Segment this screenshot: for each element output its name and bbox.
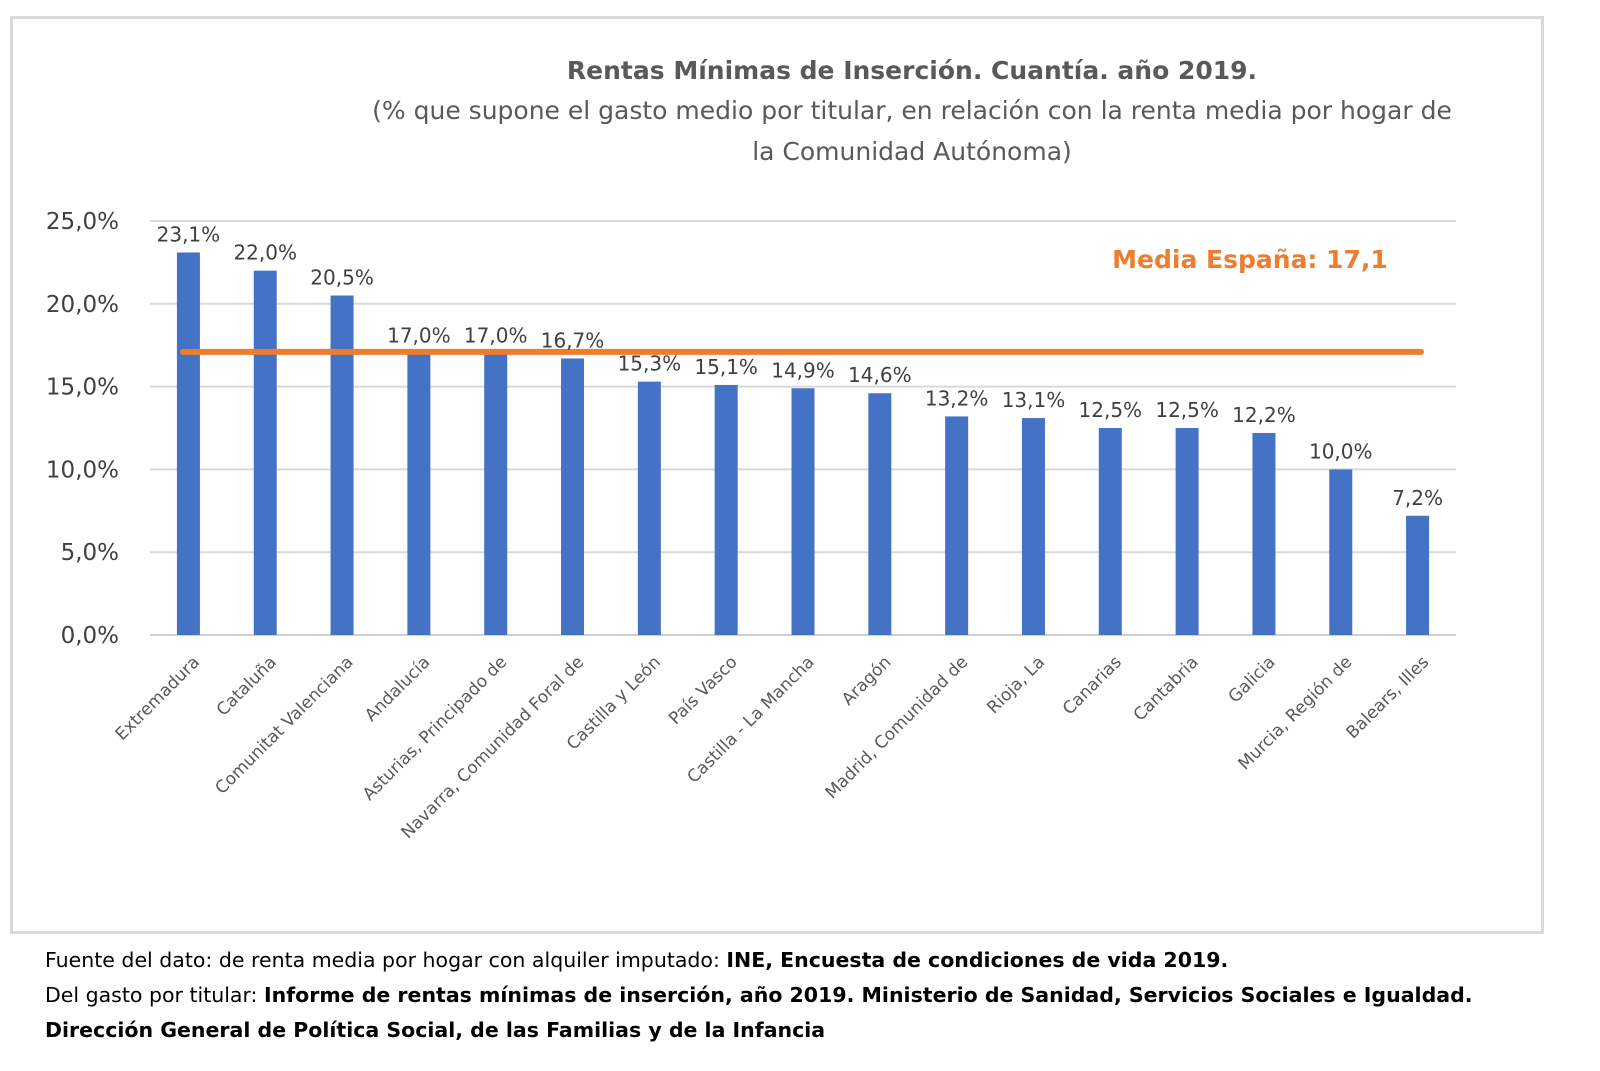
category-label: Andalucía	[361, 652, 434, 725]
y-tick-label: 0,0%	[61, 623, 119, 649]
chart-subtitle-line2: la Comunidad Autónoma)	[752, 137, 1072, 166]
data-label: 12,2%	[1232, 403, 1296, 427]
source-line-2-prefix: Del gasto por titular:	[45, 983, 264, 1007]
data-label: 12,5%	[1155, 398, 1219, 422]
bar	[868, 393, 892, 635]
category-label: Madrid, Comunidad de	[822, 652, 973, 803]
bar	[1252, 432, 1276, 635]
bar	[561, 358, 585, 635]
data-label: 7,2%	[1392, 486, 1443, 510]
source-line-3-bold: Dirección General de Política Social, de…	[45, 1018, 826, 1042]
category-label: Balears, Illes	[1343, 652, 1434, 743]
data-label: 10,0%	[1309, 439, 1373, 463]
category-label: Extremadura	[112, 652, 204, 744]
bar	[1329, 469, 1353, 635]
data-label: 17,0%	[464, 323, 528, 347]
category-label: Cantabria	[1130, 652, 1203, 725]
bar	[330, 295, 354, 635]
category-label: Cataluña	[213, 652, 281, 720]
value-labels: 23,1% 22,0% 20,5% 17,0% 17,0% 16,7% 15,3% 15,1%…	[157, 222, 1443, 509]
data-label: 14,9%	[771, 358, 835, 382]
y-axis-ticks: 0,0% 5,0% 10,0% 15,0% 20,0% 25,0%	[46, 209, 119, 649]
data-label: 16,7%	[541, 328, 605, 352]
chart-title: Rentas Mínimas de Inserción. Cuantía. añ…	[567, 56, 1257, 85]
category-label: Asturias, Principado de	[359, 652, 511, 804]
y-tick-label: 20,0%	[46, 292, 119, 318]
category-label: Rioja, La	[983, 652, 1049, 718]
source-note: Fuente del dato: de renta media por hoga…	[45, 943, 1595, 1048]
y-tick-label: 10,0%	[46, 457, 119, 483]
bar	[637, 381, 661, 635]
data-label: 20,5%	[310, 266, 374, 290]
bar	[1021, 418, 1045, 635]
bar	[1406, 515, 1430, 635]
category-label: Castilla - La Mancha	[683, 652, 818, 787]
category-label: Aragón	[838, 652, 895, 709]
source-line-3: Dirección General de Política Social, de…	[45, 1013, 1595, 1048]
data-label: 23,1%	[157, 222, 221, 246]
category-label: Comunitat Valenciana	[211, 652, 357, 798]
data-label: 13,1%	[1002, 388, 1066, 412]
bar	[484, 353, 508, 635]
chart: Rentas Mínimas de Inserción. Cuantía. añ…	[46, 56, 1456, 843]
source-line-1: Fuente del dato: de renta media por hoga…	[45, 943, 1595, 978]
bar	[176, 252, 200, 636]
y-tick-label: 5,0%	[61, 540, 119, 566]
bar	[791, 388, 815, 635]
y-tick-label: 15,0%	[46, 375, 119, 401]
category-label: País Vasco	[665, 652, 742, 729]
data-label: 22,0%	[233, 241, 297, 265]
data-label: 12,5%	[1079, 398, 1143, 422]
source-line-2: Del gasto por titular: Informe de rentas…	[45, 978, 1595, 1013]
gridlines	[150, 220, 1456, 636]
source-line-1-prefix: Fuente del dato: de renta media por hoga…	[45, 948, 727, 972]
reference-line-group: Media España: 17,1	[180, 245, 1424, 355]
y-tick-label: 25,0%	[46, 209, 119, 235]
data-label: 13,2%	[925, 386, 989, 410]
bar	[1175, 428, 1199, 635]
source-line-2-bold: Informe de rentas mínimas de inserción, …	[263, 983, 1473, 1007]
bar	[945, 416, 969, 635]
category-label: Canarias	[1059, 652, 1126, 719]
reference-line-label: Media España: 17,1	[1112, 245, 1388, 274]
data-label: 17,0%	[387, 323, 451, 347]
bar	[407, 353, 431, 635]
category-label: Galicia	[1225, 652, 1280, 707]
data-label: 15,1%	[694, 355, 758, 379]
data-label: 14,6%	[848, 363, 912, 387]
bar	[253, 270, 277, 635]
bar	[714, 384, 738, 635]
source-line-1-bold: INE, Encuesta de condiciones de vida 201…	[726, 948, 1229, 972]
chart-subtitle-line1: (% que supone el gasto medio por titular…	[372, 96, 1452, 125]
data-label: 15,3%	[618, 352, 682, 376]
bars	[176, 252, 1430, 636]
bar	[1098, 428, 1122, 635]
